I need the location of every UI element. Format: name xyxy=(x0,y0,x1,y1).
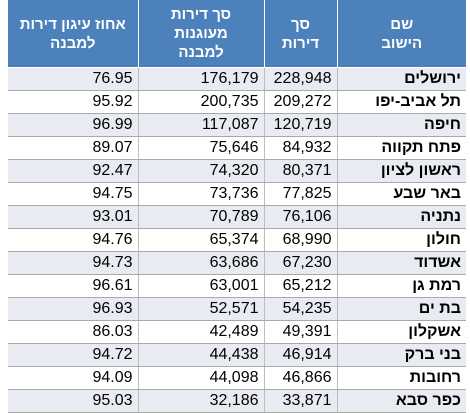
percent-cell: 95.92 xyxy=(8,90,139,114)
total-cell: 209,272 xyxy=(264,90,338,114)
locality-name-cell: חולון xyxy=(337,228,466,252)
percent-cell: 94.75 xyxy=(8,182,139,206)
table-row: 94.76 65,374 68,990 חולון xyxy=(8,228,466,252)
total-cell: 120,719 xyxy=(264,113,338,137)
registered-cell: 52,571 xyxy=(138,297,265,321)
table-row: 96.93 52,571 54,235 בת ים xyxy=(8,297,466,321)
locality-name-cell: באר שבע xyxy=(337,182,466,206)
percent-cell: 96.61 xyxy=(8,274,139,298)
percent-cell: 94.09 xyxy=(8,366,139,390)
registered-cell: 70,789 xyxy=(138,205,265,229)
table-body: 76.95 176,179 228,948 ירושלים 95.92 200,735 20… xyxy=(8,67,466,413)
table-row: 96.61 63,001 65,212 רמת גן xyxy=(8,274,466,298)
header-total-apartments: סך דירות xyxy=(264,0,338,68)
header-pct-line2: למבנה xyxy=(50,34,96,52)
registered-cell: 42,489 xyxy=(138,320,265,344)
total-cell: 49,391 xyxy=(264,320,338,344)
table-row: 94.72 44,438 46,914 בני ברק xyxy=(8,343,466,367)
header-registration-percent: אחוז עיגון דירות למבנה xyxy=(8,0,139,68)
registered-cell: 63,001 xyxy=(138,274,265,298)
total-cell: 228,948 xyxy=(264,67,338,91)
registered-cell: 73,736 xyxy=(138,182,265,206)
locality-name-cell: בת ים xyxy=(337,297,466,321)
header-locality-name: שם הישוב xyxy=(337,0,466,68)
total-cell: 80,371 xyxy=(264,159,338,183)
table-row: 93.01 70,789 76,106 נתניה xyxy=(8,205,466,229)
total-cell: 54,235 xyxy=(264,297,338,321)
table-row: 96.99 117,087 120,719 חיפה xyxy=(8,113,466,137)
locality-name-cell: אשקלון xyxy=(337,320,466,344)
percent-cell: 76.95 xyxy=(8,67,139,91)
header-total-line2: דירות xyxy=(281,34,320,52)
table-row: 95.92 200,735 209,272 תל אביב-יפו xyxy=(8,90,466,114)
percent-cell: 96.93 xyxy=(8,297,139,321)
table-row: 92.47 74,320 80,371 ראשון לציון xyxy=(8,159,466,183)
percent-cell: 94.76 xyxy=(8,228,139,252)
housing-registration-table-wrap: אחוז עיגון דירות למבנה סך דירות מעוגנות … xyxy=(8,0,466,413)
locality-name-cell: בני ברק xyxy=(337,343,466,367)
percent-cell: 93.01 xyxy=(8,205,139,229)
percent-cell: 95.03 xyxy=(8,389,139,413)
header-reg-line2: מעוגנות xyxy=(174,25,228,42)
percent-cell: 94.73 xyxy=(8,251,139,275)
percent-cell: 96.99 xyxy=(8,113,139,137)
total-cell: 67,230 xyxy=(264,251,338,275)
locality-name-cell: אשדוד xyxy=(337,251,466,275)
header-reg-line3: למבנה xyxy=(178,44,224,61)
registered-cell: 117,087 xyxy=(138,113,265,137)
total-cell: 46,866 xyxy=(264,366,338,390)
registered-cell: 75,646 xyxy=(138,136,265,160)
total-cell: 84,932 xyxy=(264,136,338,160)
header-registered-apartments: סך דירות מעוגנות למבנה xyxy=(138,0,265,68)
housing-registration-table: אחוז עיגון דירות למבנה סך דירות מעוגנות … xyxy=(8,0,466,413)
registered-cell: 44,098 xyxy=(138,366,265,390)
total-cell: 65,212 xyxy=(264,274,338,298)
table-row: 76.95 176,179 228,948 ירושלים xyxy=(8,67,466,91)
total-cell: 33,871 xyxy=(264,389,338,413)
locality-name-cell: רחובות xyxy=(337,366,466,390)
registered-cell: 63,686 xyxy=(138,251,265,275)
locality-name-cell: פתח תקווה xyxy=(337,136,466,160)
locality-name-cell: ראשון לציון xyxy=(337,159,466,183)
table-header: אחוז עיגון דירות למבנה סך דירות מעוגנות … xyxy=(8,0,466,68)
total-cell: 46,914 xyxy=(264,343,338,367)
total-cell: 68,990 xyxy=(264,228,338,252)
registered-cell: 74,320 xyxy=(138,159,265,183)
percent-cell: 94.72 xyxy=(8,343,139,367)
registered-cell: 200,735 xyxy=(138,90,265,114)
registered-cell: 44,438 xyxy=(138,343,265,367)
header-pct-line1: אחוז עיגון דירות xyxy=(19,15,126,33)
percent-cell: 92.47 xyxy=(8,159,139,183)
percent-cell: 86.03 xyxy=(8,320,139,344)
registered-cell: 32,186 xyxy=(138,389,265,413)
registered-cell: 176,179 xyxy=(138,67,265,91)
total-cell: 76,106 xyxy=(264,205,338,229)
header-name-line1: שם xyxy=(390,15,414,33)
locality-name-cell: נתניה xyxy=(337,205,466,229)
header-total-line1: סך xyxy=(291,15,310,33)
table-row: 89.07 75,646 84,932 פתח תקווה xyxy=(8,136,466,160)
locality-name-cell: כפר סבא xyxy=(337,389,466,413)
percent-cell: 89.07 xyxy=(8,136,139,160)
locality-name-cell: רמת גן xyxy=(337,274,466,298)
header-reg-line1: סך דירות xyxy=(170,6,232,23)
locality-name-cell: תל אביב-יפו xyxy=(337,90,466,114)
table-row: 95.03 32,186 33,871 כפר סבא xyxy=(8,389,466,413)
total-cell: 77,825 xyxy=(264,182,338,206)
locality-name-cell: חיפה xyxy=(337,113,466,137)
table-row: 94.75 73,736 77,825 באר שבע xyxy=(8,182,466,206)
locality-name-cell: ירושלים xyxy=(337,67,466,91)
table-row: 86.03 42,489 49,391 אשקלון xyxy=(8,320,466,344)
header-name-line2: הישוב xyxy=(381,34,423,52)
registered-cell: 65,374 xyxy=(138,228,265,252)
table-row: 94.73 63,686 67,230 אשדוד xyxy=(8,251,466,275)
table-row: 94.09 44,098 46,866 רחובות xyxy=(8,366,466,390)
